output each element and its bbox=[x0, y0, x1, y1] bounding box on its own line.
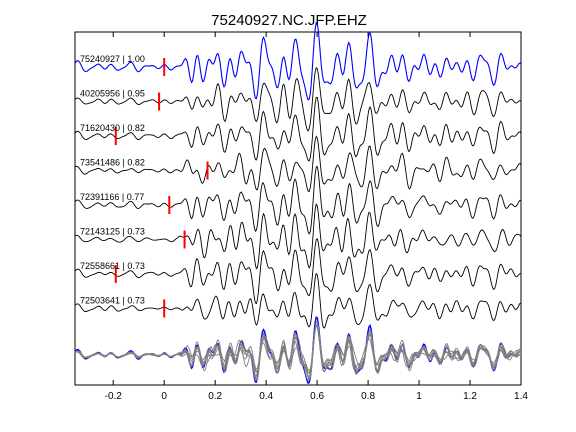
traces-layer bbox=[74, 21, 522, 329]
trace-label: 73541486 | 0.82 bbox=[80, 158, 145, 168]
trace-line bbox=[74, 165, 522, 235]
stack-layer bbox=[74, 316, 522, 385]
trace-line bbox=[74, 96, 522, 162]
x-tick-label: 1.4 bbox=[514, 391, 528, 402]
x-tick-label: -0.2 bbox=[105, 391, 123, 402]
trace-line bbox=[74, 272, 522, 329]
axes-frame bbox=[74, 31, 522, 386]
labels-layer: 75240927 | 1.00 40205956 | 0.95 71620430 |… bbox=[80, 54, 145, 306]
trace-line bbox=[74, 238, 522, 305]
trace-line bbox=[74, 203, 522, 270]
trace-label: 71620430 | 0.82 bbox=[80, 123, 145, 133]
trace-line bbox=[74, 66, 522, 132]
x-tick-label: 0 bbox=[161, 391, 167, 402]
trace-label: 75240927 | 1.00 bbox=[80, 54, 145, 64]
trace-label: 72503641 | 0.73 bbox=[80, 296, 145, 306]
chart-title: 75240927.NC.JFP.EHZ bbox=[211, 12, 367, 29]
x-tick-label: 1 bbox=[416, 391, 422, 402]
trace-line bbox=[74, 21, 522, 101]
x-tick-label: 1.2 bbox=[463, 391, 477, 402]
x-tick-label: 0.8 bbox=[361, 391, 375, 402]
trace-label: 40205956 | 0.95 bbox=[80, 89, 145, 99]
x-tick-label: 0.2 bbox=[208, 391, 222, 402]
trace-line bbox=[74, 135, 522, 193]
picks-layer bbox=[114, 58, 209, 318]
x-tick-label: 0.6 bbox=[310, 391, 324, 402]
x-tick-label: 0.4 bbox=[259, 391, 273, 402]
x-axis-ticks: -0.2 0 0.2 0.4 0.6 0.8 1 1.2 1.4 bbox=[105, 32, 528, 402]
trace-label: 72143125 | 0.73 bbox=[80, 227, 145, 237]
trace-label: 72391166 | 0.77 bbox=[80, 192, 144, 202]
plot-area: 75240927 | 1.00 40205956 | 0.95 71620430 |… bbox=[74, 21, 528, 402]
stack-trace-line bbox=[74, 324, 522, 373]
trace-label: 72558661 | 0.73 bbox=[80, 261, 145, 271]
